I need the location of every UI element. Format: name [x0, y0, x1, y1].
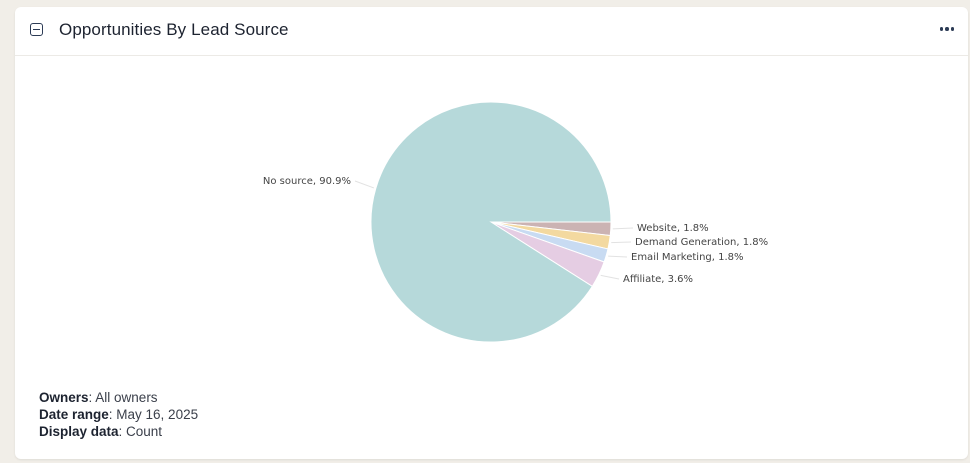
owners-value: : All owners — [88, 390, 158, 405]
slice-label: Demand Generation, 1.8% — [635, 237, 768, 248]
slice-label: No source, 90.9% — [263, 176, 351, 187]
leader-line — [608, 255, 628, 258]
date-range-label: Date range — [39, 407, 109, 422]
display-data-filter: Display data: Count — [39, 423, 198, 440]
pie-chart: Website, 1.8% Demand Generation, 1.8% Emai… — [263, 101, 768, 343]
slice-label: Email Marketing, 1.8% — [631, 252, 744, 263]
report-card: Opportunities By Lead Source Website, 1.… — [15, 7, 968, 459]
owners-filter: Owners: All owners — [39, 389, 198, 406]
leader-line — [354, 180, 375, 189]
leader-line — [612, 227, 634, 230]
leader-line — [600, 274, 620, 280]
pie-slice-no-source[interactable] — [370, 101, 612, 343]
card-header: Opportunities By Lead Source — [15, 7, 968, 56]
card-title: Opportunities By Lead Source — [59, 20, 289, 39]
more-options-icon[interactable] — [939, 27, 954, 31]
display-data-label: Display data — [39, 424, 119, 439]
collapse-icon[interactable] — [30, 23, 43, 36]
date-range-value: : May 16, 2025 — [108, 407, 199, 422]
date-range-filter: Date range: May 16, 2025 — [39, 406, 198, 423]
display-data-value: : Count — [118, 424, 163, 439]
owners-label: Owners — [39, 390, 89, 405]
report-filters: Owners: All owners Date range: May 16, 2… — [39, 389, 198, 440]
slice-label: Affiliate, 3.6% — [623, 274, 693, 285]
slice-label: Website, 1.8% — [637, 223, 709, 234]
leader-line — [611, 241, 632, 244]
